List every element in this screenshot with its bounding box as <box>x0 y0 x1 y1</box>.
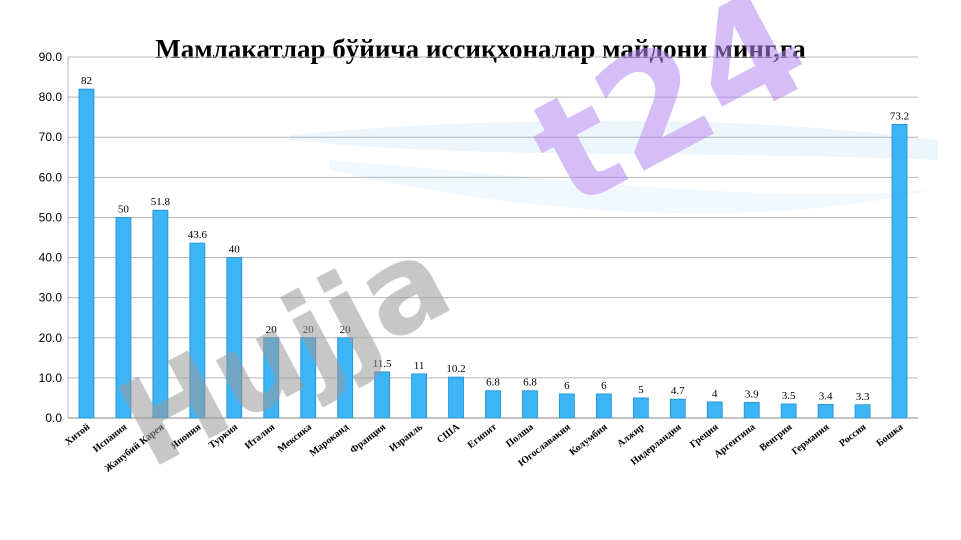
x-tick-label: Алжир <box>615 421 647 449</box>
y-tick-label: 30.0 <box>39 291 63 305</box>
bar <box>374 371 391 419</box>
watermark-accent-text: t24 <box>505 0 834 242</box>
data-label: 11 <box>414 360 425 372</box>
x-tick-label: Греция <box>688 421 721 450</box>
bar <box>300 337 317 419</box>
bar <box>78 88 95 419</box>
chart-title: Мамлакатлар бўйича иссиқхоналар майдони … <box>155 34 806 64</box>
data-label: 3.9 <box>745 388 759 400</box>
bar <box>743 401 760 419</box>
x-tick-label: Франция <box>348 421 388 456</box>
data-label: 20 <box>266 324 278 336</box>
data-label: 4 <box>712 388 718 400</box>
x-tick-label: Аргентина <box>712 422 757 461</box>
data-label: 6 <box>601 380 607 392</box>
y-tick-label: 0.0 <box>45 411 62 425</box>
watermark-logo: Hujja t24 <box>98 0 938 496</box>
y-tick-label: 70.0 <box>39 130 63 144</box>
x-tick-label: Италия <box>243 421 278 451</box>
bar <box>522 390 538 419</box>
bar <box>115 217 132 419</box>
data-label: 11.5 <box>373 358 392 370</box>
bar <box>854 404 871 419</box>
x-tick-label: Бошка <box>874 422 905 450</box>
watermark-swoosh <box>290 120 938 160</box>
bar <box>632 397 649 419</box>
data-label: 6 <box>564 380 570 392</box>
watermark-swoosh-lower <box>330 160 930 214</box>
data-label: 73.2 <box>890 110 909 122</box>
bar <box>152 209 169 419</box>
y-tick-label: 10.0 <box>39 371 63 385</box>
x-tick-label: США <box>435 421 462 446</box>
bar <box>669 398 686 419</box>
x-tick-label: Япония <box>169 421 204 452</box>
x-tick-label: Хитой <box>63 422 92 448</box>
y-tick-label: 40.0 <box>39 251 63 265</box>
bar <box>485 390 501 419</box>
y-tick-label: 20.0 <box>39 331 63 345</box>
bar <box>263 337 280 419</box>
bar <box>448 376 464 419</box>
bar <box>706 401 723 419</box>
bar <box>817 403 834 419</box>
data-label: 50 <box>118 203 130 215</box>
bar <box>411 373 427 419</box>
gridlines <box>68 56 918 419</box>
data-label: 20 <box>340 324 352 336</box>
x-tick-label: Полша <box>504 422 536 450</box>
data-label: 43.6 <box>188 229 208 241</box>
data-label: 51.8 <box>151 196 171 208</box>
bars <box>78 88 908 419</box>
x-tick-label: Германия <box>790 421 832 457</box>
bar <box>337 337 354 419</box>
data-labels: 82 50 51.8 43.6 40 20 20 20 11.5 11 10.2 6.8 6.8 6 6 5 4… <box>81 75 909 403</box>
data-label: 3.5 <box>782 390 796 402</box>
bar <box>226 257 243 419</box>
x-tick-label: Мароканд <box>308 422 351 459</box>
x-tick-label: Колумбия <box>567 421 610 458</box>
x-tick-label: Туркия <box>207 421 241 451</box>
bar <box>595 393 612 419</box>
data-label: 4.7 <box>671 385 685 397</box>
data-label: 3.4 <box>819 390 833 402</box>
data-label: 3.3 <box>856 391 870 403</box>
bar <box>559 393 575 419</box>
y-tick-label: 80.0 <box>39 90 63 104</box>
data-label: 82 <box>81 75 92 87</box>
y-tick-label: 60.0 <box>39 170 63 184</box>
y-tick-label: 50.0 <box>39 210 63 224</box>
data-label: 20 <box>303 324 315 336</box>
data-label: 40 <box>229 244 241 256</box>
y-tick-labels: 0.0 10.0 20.0 30.0 40.0 50.0 60.0 70.0 80.0 90.0 <box>39 50 63 425</box>
x-tick-label: Израиль <box>387 421 425 454</box>
bar <box>189 242 206 419</box>
x-tick-label: Россия <box>837 421 869 449</box>
bar <box>891 123 908 419</box>
y-tick-label: 90.0 <box>39 50 63 64</box>
x-tick-label: Египит <box>466 422 499 451</box>
data-label: 6.8 <box>486 377 500 389</box>
bar <box>780 403 797 419</box>
data-label: 5 <box>638 384 644 396</box>
data-label: 6.8 <box>523 377 537 389</box>
data-label: 10.2 <box>446 363 465 375</box>
